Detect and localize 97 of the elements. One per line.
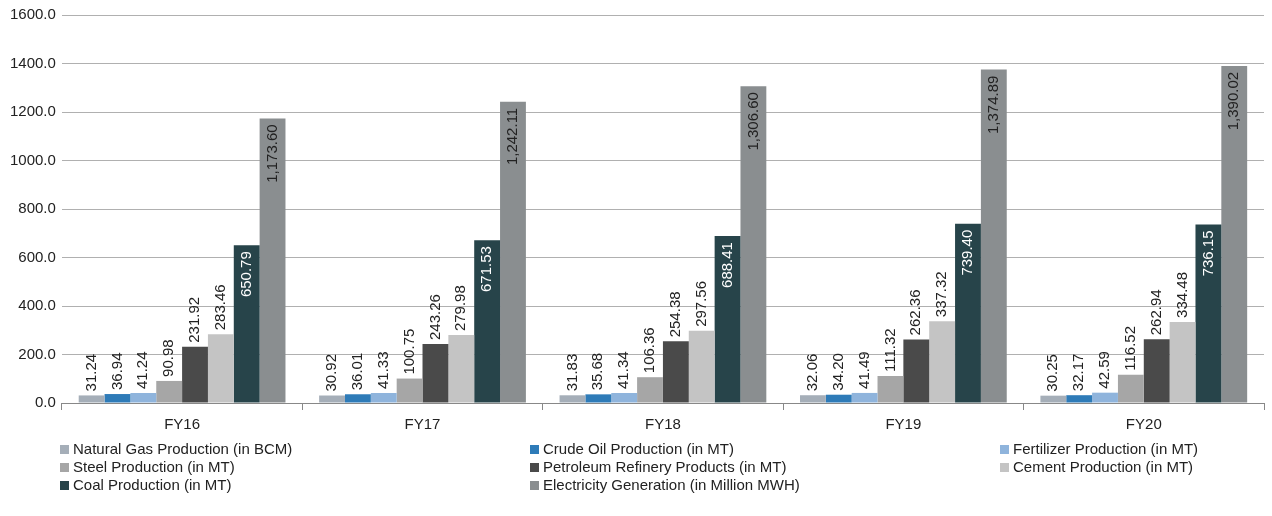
x-tick-label: FY20 [1125,415,1162,433]
legend-label: Cement Production (in MT) [1013,458,1194,476]
data-label: 736.15 [1198,230,1216,277]
bar [130,393,157,403]
bar [637,377,663,403]
data-label: 1,374.89 [983,75,1001,134]
bar [104,394,131,403]
data-label: 283.46 [211,284,228,331]
bar [611,392,638,403]
y-tick-label: 0.0 [35,393,56,411]
data-label: 36.94 [107,352,125,391]
data-label: 41.34 [614,351,632,389]
y-tick-label: 600.0 [18,247,56,265]
data-label: 116.52 [1121,325,1139,371]
data-label: 1,242.11 [503,107,521,166]
legend-label: Steel Production (in MT) [73,458,235,476]
data-label: 35.68 [588,352,606,391]
bar [422,344,449,403]
data-label: 1,306.60 [743,92,761,151]
data-label: 262.94 [1146,289,1164,336]
data-label: 1,173.60 [262,124,280,183]
data-label: 334.48 [1172,272,1190,318]
bar [319,395,345,403]
bar [156,380,183,403]
bar [903,339,930,403]
bar [714,236,741,403]
bar [344,394,371,403]
data-label: 41.24 [133,351,151,389]
data-label: 42.59 [1095,351,1113,389]
data-label: 688.41 [717,242,735,288]
bar [929,321,956,403]
bar [182,346,208,403]
data-label: 41.33 [373,351,391,389]
data-label: 30.92 [322,353,340,392]
bar [1092,392,1118,403]
bar [1117,374,1144,403]
data-label: 231.92 [185,296,203,343]
data-label: 671.53 [477,246,495,293]
y-tick-label: 1200.0 [9,102,56,120]
data-label: 31.24 [81,353,99,392]
data-label: 41.49 [854,351,872,389]
bar [474,240,501,403]
data-label: 100.75 [399,328,417,375]
data-label: 243.26 [425,294,443,341]
data-label: 30.25 [1043,354,1061,392]
x-tick-label: FY16 [164,415,201,433]
bar [799,395,826,403]
bar [78,395,105,403]
data-label: 279.98 [451,285,469,332]
data-label: 337.32 [932,271,950,318]
data-label: 90.98 [159,339,177,377]
bar [877,376,904,403]
bar [1195,224,1222,403]
data-label: 254.38 [666,291,683,338]
bar [207,334,234,403]
legend-label: Crude Oil Production (in MT) [543,440,734,458]
bar [825,394,852,403]
data-label: 262.36 [906,289,924,336]
data-label: 1,390.02 [1224,71,1242,131]
data-label: 32.17 [1069,353,1087,392]
bar [1066,395,1093,403]
x-tick-label: FY18 [645,415,681,433]
bar [448,335,475,403]
x-tick-label: FY19 [885,415,922,433]
y-tick-label: 1400.0 [9,53,56,71]
y-tick-label: 1600.0 [9,5,56,23]
data-label: 739.40 [958,229,976,276]
y-tick-label: 200.0 [18,344,56,362]
data-label: 106.36 [640,327,658,374]
data-label: 36.01 [348,352,366,391]
data-label: 31.83 [562,353,580,392]
legend-label: Fertilizer Production (in MT) [1013,440,1199,458]
bar [955,223,981,403]
bar [1169,321,1196,403]
bar [559,395,586,403]
bar [688,330,715,403]
bar [851,392,878,403]
legend-label: Coal Production (in MT) [73,476,232,494]
data-label: 32.06 [803,353,821,392]
bar [396,378,423,403]
legend-label: Natural Gas Production (in BCM) [73,440,293,458]
bar [1143,339,1170,403]
data-label: 297.56 [691,280,709,327]
data-label: 34.20 [828,353,846,391]
data-label: 111.32 [880,328,898,372]
legend-label: Petroleum Refinery Products (in MT) [543,458,787,476]
bar [1040,395,1067,403]
y-tick-label: 1000.0 [9,150,56,168]
y-tick-label: 800.0 [18,199,56,217]
data-label: 650.79 [236,251,254,298]
bar [233,245,260,403]
x-tick-label: FY17 [404,415,441,433]
bar [662,341,689,403]
y-tick-label: 400.0 [18,296,56,314]
bar [585,394,612,403]
bar [370,392,397,403]
legend-label: Electricity Generation (in Million MWH) [543,476,800,494]
